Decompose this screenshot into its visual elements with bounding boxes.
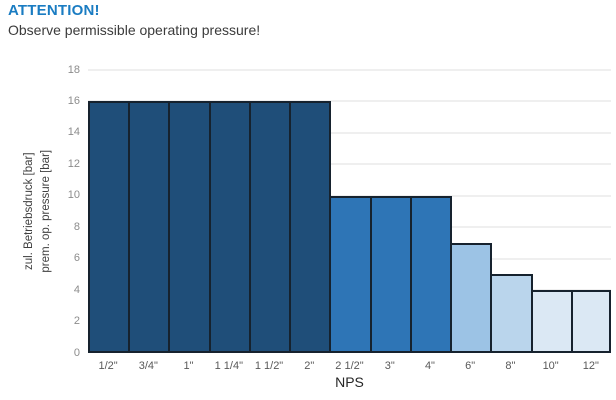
x-tick-label: 1 1/4" — [214, 360, 243, 372]
x-tick-label: 3" — [384, 360, 395, 372]
attention-title: ATTENTION! — [8, 2, 100, 19]
gridline — [88, 131, 611, 134]
y-tick-label: 0 — [73, 346, 80, 359]
bar-10" — [530, 290, 573, 353]
bar-1" — [168, 101, 211, 353]
bar-4" — [409, 195, 453, 353]
bar-1/2" — [88, 101, 131, 353]
y-tick-label: 4 — [73, 283, 80, 296]
x-tick-label: 10" — [542, 360, 559, 372]
y-tick-label: 8 — [73, 220, 80, 233]
x-tick-label: 12" — [582, 360, 599, 372]
bar-3" — [369, 195, 412, 353]
bar-3/4" — [128, 101, 171, 353]
x-axis-title: NPS — [335, 374, 364, 390]
y-tick-label: 14 — [67, 126, 80, 139]
attention-subtitle: Observe permissible operating pressure! — [8, 22, 261, 38]
x-tick-label: 1/2" — [98, 360, 118, 372]
gridline — [88, 100, 611, 103]
y-tick-label: 2 — [73, 315, 80, 328]
plot-area: 1/2" 3/4" 1" 1 1/4" 1 1/2" 2" 2 1/2" 3" 4" 6" 8" 10… — [88, 69, 611, 372]
gridline — [88, 163, 611, 166]
y-tick-label: 12 — [67, 157, 80, 170]
bar-12" — [570, 290, 611, 353]
chart-header: ATTENTION! Observe permissible operating… — [8, 2, 260, 38]
x-tick-label: 2" — [304, 360, 315, 372]
bar-2" — [289, 101, 332, 353]
x-tick-label: 1" — [183, 360, 194, 372]
bar-1 1/4" — [208, 101, 251, 353]
bar-8" — [490, 274, 533, 353]
x-tick-label: 2 1/2" — [335, 360, 364, 372]
bar-1 1/2" — [248, 101, 292, 353]
x-tick-label: 1 1/2" — [254, 360, 284, 372]
y-axis-ticks: 0 2 4 6 8 10 12 14 16 18 — [0, 64, 80, 359]
x-tick-label: 8" — [505, 360, 516, 372]
y-tick-label: 18 — [67, 63, 80, 76]
bar-6" — [450, 242, 493, 353]
x-tick-label: 6" — [465, 360, 476, 372]
x-tick-label: 3/4" — [138, 360, 158, 372]
gridline — [88, 69, 611, 71]
x-tick-label: 4" — [424, 360, 435, 372]
y-tick-label: 6 — [73, 252, 80, 265]
bar-2 1/2" — [329, 195, 372, 353]
y-tick-label: 10 — [67, 189, 80, 202]
y-tick-label: 16 — [67, 94, 80, 107]
